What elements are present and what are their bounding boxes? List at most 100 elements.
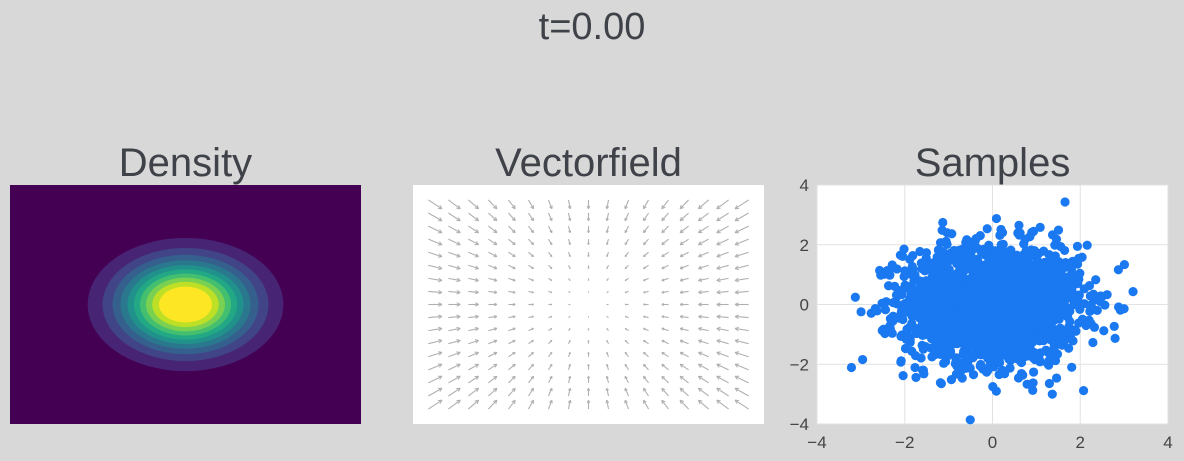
vector-arrow [428, 327, 443, 332]
vector-arrow-head [716, 375, 721, 380]
vector-arrow [698, 238, 709, 246]
sample-point [996, 224, 1006, 235]
vector-arrow [448, 375, 461, 384]
vector-arrow [698, 277, 709, 282]
vector-arrow-head [642, 217, 647, 222]
vector-arrow-head [587, 352, 590, 354]
vector-arrow-head [587, 279, 590, 281]
vector-arrow [527, 212, 535, 222]
sample-point [1067, 362, 1077, 372]
vector-arrow-head [661, 363, 665, 368]
sample-point [1088, 289, 1099, 299]
vector-arrow [679, 238, 689, 246]
sample-point [870, 303, 880, 314]
vector-arrow-head [474, 363, 480, 368]
vector-arrow [528, 251, 534, 258]
vector-arrow [468, 264, 479, 270]
sample-point [952, 283, 962, 293]
sample-point [1014, 220, 1024, 231]
sample-point [1010, 278, 1020, 289]
sample-point [947, 313, 958, 323]
vector-arrow [468, 315, 479, 319]
vector-arrow-head [512, 290, 516, 294]
vectorfield-title: Vectorfield [495, 141, 682, 185]
vector-arrow-head [549, 230, 553, 234]
vector-arrow [624, 387, 630, 397]
vector-arrow [448, 251, 461, 258]
vector-arrow-head [512, 351, 516, 356]
vector-arrow [528, 225, 534, 234]
sample-point [1060, 197, 1070, 207]
vector-arrow-head [568, 254, 571, 258]
vector-arrow-head [642, 375, 647, 380]
vector-arrow [488, 225, 498, 234]
sample-point [920, 330, 930, 340]
samples-y-tick-label: 4 [800, 176, 809, 195]
vector-arrow-head [643, 303, 646, 306]
vector-arrow-head [734, 265, 740, 271]
vector-arrow [734, 339, 749, 345]
samples-title: Samples [914, 141, 1071, 185]
vector-arrow [716, 363, 729, 371]
sample-point [910, 351, 921, 361]
vector-arrow [734, 387, 749, 397]
vector-arrow [547, 387, 553, 397]
vector-arrow [661, 375, 669, 384]
sample-point [1028, 226, 1039, 236]
vector-arrow-head [698, 339, 703, 344]
vector-arrow-head [716, 217, 721, 222]
sample-point [991, 213, 1002, 224]
vector-arrow [643, 225, 649, 234]
vector-arrow [643, 238, 649, 246]
sample-point [1086, 300, 1096, 310]
vector-arrow-head [437, 351, 443, 356]
sample-point [968, 288, 978, 298]
vector-arrow-head [716, 314, 721, 320]
vector-arrow [448, 199, 461, 210]
vector-arrow-head [550, 327, 553, 330]
vector-arrow-head [661, 302, 665, 307]
vector-arrow-head [716, 387, 721, 392]
vector-arrow [734, 264, 749, 270]
vector-arrow-head [716, 205, 721, 210]
vector-arrow [661, 399, 670, 410]
vector-arrow [606, 376, 610, 384]
vector-arrow-head [643, 327, 646, 331]
vector-arrow [698, 225, 709, 234]
vector-arrow-head [679, 327, 684, 331]
vector-arrow [448, 238, 461, 246]
vector-arrow-head [605, 375, 609, 379]
sample-point [1102, 290, 1112, 300]
vector-arrow [488, 375, 498, 384]
sample-point [898, 314, 908, 325]
vector-arrow [428, 290, 443, 294]
sample-point [1015, 228, 1025, 238]
sample-point [956, 312, 966, 322]
vector-arrow [661, 264, 669, 270]
vector-arrow-head [550, 315, 553, 318]
vector-arrow-head [698, 327, 703, 332]
vector-arrow [698, 339, 709, 345]
vector-arrow-head [531, 351, 535, 355]
vector-arrow [547, 399, 553, 410]
vector-arrow [508, 387, 516, 397]
vector-arrow [428, 387, 443, 397]
figure-title: t=0.00 [538, 6, 646, 48]
vector-arrow [661, 290, 669, 294]
sample-point [881, 297, 891, 307]
vector-arrow-head [493, 241, 498, 246]
vector-arrow-head [456, 217, 461, 222]
vector-arrow-head [624, 279, 627, 282]
vector-arrow-head [716, 289, 721, 295]
vector-arrow [567, 199, 571, 209]
vector-arrow-head [531, 254, 535, 258]
sample-point [994, 327, 1004, 338]
vector-arrow [734, 327, 749, 332]
sample-point [898, 251, 908, 261]
vector-arrow-head [624, 387, 628, 392]
vector-arrow-head [643, 266, 646, 270]
vector-arrow-head [605, 363, 609, 367]
vector-arrow [734, 363, 749, 371]
sample-point [941, 236, 951, 246]
vector-arrow [428, 225, 443, 234]
